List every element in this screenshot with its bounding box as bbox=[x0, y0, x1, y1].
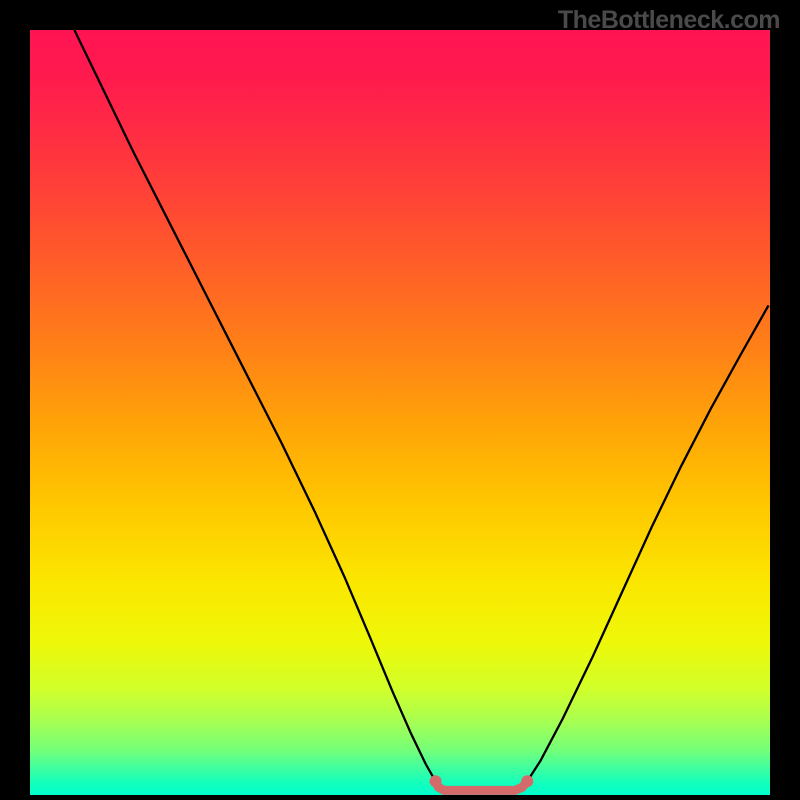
chart-frame: TheBottleneck.com bbox=[0, 0, 800, 800]
plot-gradient-background bbox=[30, 30, 770, 795]
watermark-text: TheBottleneck.com bbox=[558, 6, 780, 35]
